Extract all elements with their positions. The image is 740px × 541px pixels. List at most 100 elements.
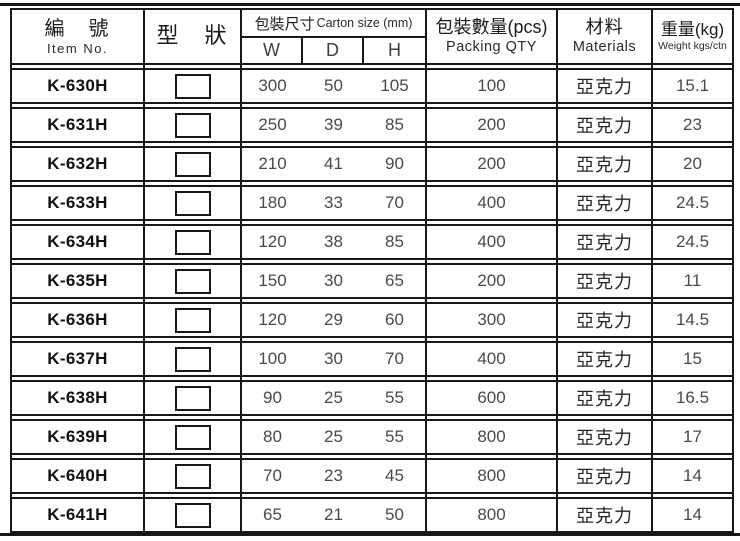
item-no-cell: K-633H — [12, 187, 145, 219]
rectangle-shape-icon — [174, 112, 211, 138]
item-no-cell: K-636H — [12, 304, 145, 336]
carton-depth-value: 21 — [324, 505, 343, 524]
table-row: K-632H 210 41 90 200 亞克力 20 — [10, 146, 734, 182]
carton-size-cell: 70 23 45 — [242, 460, 427, 492]
table-row: K-635H 150 30 65 200 亞克力 11 — [10, 263, 734, 299]
weight-cell: 20 — [683, 154, 702, 173]
header-weight-zh: 重量(kg) — [660, 19, 725, 39]
header-item-no-zh: 編 號 — [44, 17, 111, 40]
table-row: K-641H 65 21 50 800 亞克力 14 — [10, 497, 734, 533]
column-divider — [651, 8, 653, 533]
weight-cell: 15 — [683, 349, 702, 368]
item-no-cell: K-640H — [12, 460, 145, 492]
carton-height-value: 85 — [385, 232, 404, 251]
bottom-rule — [0, 533, 740, 536]
rectangle-shape-icon — [174, 385, 211, 411]
carton-height-value: 50 — [385, 505, 404, 524]
packing-qty-cell: 800 — [427, 421, 558, 453]
carton-size-cell: 100 30 70 — [242, 343, 427, 375]
item-no-value: K-641H — [47, 505, 108, 524]
table-row: K-638H 90 25 55 600 亞克力 16.5 — [10, 380, 734, 416]
packing-spec-table: 編 號 Item No. 型 狀 包裝尺寸 Carton size (mm) W… — [10, 8, 734, 533]
packing-qty-cell: 400 — [427, 187, 558, 219]
item-no-cell: K-639H — [12, 421, 145, 453]
material-cell: 亞克力 — [558, 421, 653, 453]
table-row: K-631H 250 39 85 200 亞克力 23 — [10, 107, 734, 143]
carton-depth-value: 30 — [324, 349, 343, 368]
shape-cell — [145, 460, 242, 492]
carton-height-value: 105 — [380, 76, 409, 95]
top-rule — [0, 3, 740, 6]
column-divider — [240, 8, 242, 533]
header-materials: 材料 Materials — [558, 10, 653, 63]
rectangle-shape-icon — [174, 346, 211, 372]
carton-width-value: 120 — [258, 232, 287, 251]
rectangle-shape-icon — [174, 229, 211, 255]
header-weight-en: Weight kgs/ctn — [658, 40, 727, 53]
weight-cell: 14 — [683, 466, 702, 485]
carton-size-cell: 300 50 105 — [242, 70, 427, 102]
shape-cell — [145, 382, 242, 414]
carton-height-value: 90 — [385, 154, 404, 173]
carton-size-cell: 90 25 55 — [242, 382, 427, 414]
header-item-no-en: Item No. — [46, 40, 109, 56]
weight-cell: 24.5 — [675, 193, 710, 212]
carton-height-value: 85 — [385, 115, 404, 134]
item-no-cell: K-638H — [12, 382, 145, 414]
carton-size-cell: 150 30 65 — [242, 265, 427, 297]
item-no-value: K-631H — [47, 115, 108, 134]
rectangle-shape-icon — [174, 424, 211, 450]
shape-cell — [145, 499, 242, 531]
shape-cell — [145, 109, 242, 141]
item-no-value: K-638H — [47, 388, 108, 407]
carton-height-value: 60 — [385, 310, 404, 329]
packing-qty-cell: 200 — [427, 109, 558, 141]
carton-height-value: 45 — [385, 466, 404, 485]
carton-width-value: 210 — [258, 154, 287, 173]
material-cell: 亞克力 — [558, 109, 653, 141]
table-header-row: 編 號 Item No. 型 狀 包裝尺寸 Carton size (mm) W… — [10, 8, 734, 65]
header-carton-title: 包裝尺寸 Carton size (mm) — [242, 10, 425, 38]
table-row: K-633H 180 33 70 400 亞克力 24.5 — [10, 185, 734, 221]
carton-height-value: 70 — [385, 349, 404, 368]
item-no-value: K-639H — [47, 427, 108, 446]
item-no-cell: K-631H — [12, 109, 145, 141]
shape-cell — [145, 70, 242, 102]
header-item-no: 編 號 Item No. — [12, 10, 145, 63]
item-no-value: K-640H — [47, 466, 108, 485]
carton-width-value: 300 — [258, 76, 287, 95]
carton-height-value: 55 — [385, 427, 404, 446]
carton-depth-value: 39 — [324, 115, 343, 134]
item-no-cell: K-637H — [12, 343, 145, 375]
header-weight: 重量(kg) Weight kgs/ctn — [653, 10, 732, 63]
packing-qty-cell: 800 — [427, 460, 558, 492]
carton-depth-value: 38 — [324, 232, 343, 251]
carton-width-value: 150 — [258, 271, 287, 290]
packing-qty-cell: 200 — [427, 265, 558, 297]
shape-cell — [145, 148, 242, 180]
carton-size-cell: 120 38 85 — [242, 226, 427, 258]
material-cell: 亞克力 — [558, 70, 653, 102]
material-cell: 亞克力 — [558, 382, 653, 414]
weight-cell: 14.5 — [675, 310, 710, 329]
carton-size-cell: 120 29 60 — [242, 304, 427, 336]
shape-cell — [145, 304, 242, 336]
material-cell: 亞克力 — [558, 499, 653, 531]
rectangle-shape-icon — [174, 73, 211, 99]
column-divider — [556, 8, 558, 533]
carton-size-cell: 65 21 50 — [242, 499, 427, 531]
column-divider — [143, 8, 145, 533]
item-no-value: K-630H — [47, 76, 108, 95]
header-qty-en: Packing QTY — [446, 38, 537, 55]
carton-width-value: 65 — [263, 505, 282, 524]
header-depth-d: D — [303, 38, 364, 63]
carton-depth-value: 25 — [324, 388, 343, 407]
weight-cell: 23 — [683, 115, 702, 134]
weight-cell: 15.1 — [675, 76, 710, 95]
carton-width-value: 70 — [263, 466, 282, 485]
weight-cell: 16.5 — [675, 388, 710, 407]
packing-qty-cell: 400 — [427, 343, 558, 375]
carton-height-value: 55 — [385, 388, 404, 407]
rectangle-shape-icon — [174, 463, 211, 489]
rectangle-shape-icon — [174, 190, 211, 216]
